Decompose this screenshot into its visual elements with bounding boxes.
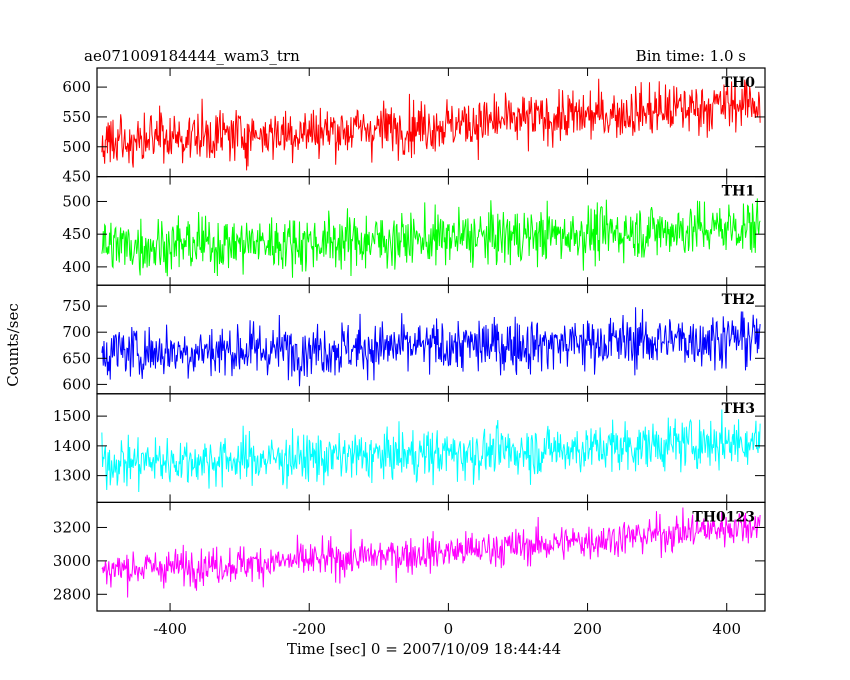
panel-label: TH3 xyxy=(722,401,755,417)
series-line-th3 xyxy=(101,409,761,493)
bin-time-label: Bin time: 1.0 s xyxy=(636,47,746,65)
y-tick-label: 500 xyxy=(62,192,91,210)
y-tick-label: 450 xyxy=(62,225,91,243)
panel-frame xyxy=(96,67,766,178)
y-tick-label: 1400 xyxy=(53,437,91,455)
panel-th2: 600 650 700 750 TH2 xyxy=(62,284,766,395)
y-axis-label: Counts/sec xyxy=(4,303,22,387)
x-tick-label: -400 xyxy=(153,620,187,638)
series-line-th0 xyxy=(101,77,761,171)
panel-label: TH0123 xyxy=(692,509,755,525)
x-tick-label: 400 xyxy=(712,620,741,638)
y-tick-label: 500 xyxy=(62,138,91,156)
y-tick-label: 600 xyxy=(62,78,91,96)
y-tick-label: 2800 xyxy=(53,585,91,603)
y-tick-label: 1500 xyxy=(53,407,91,425)
x-tick-label: 200 xyxy=(573,620,602,638)
y-tick-label: 3200 xyxy=(53,518,91,536)
y-tick-label: 550 xyxy=(62,108,91,126)
x-tick-label: 0 xyxy=(444,620,454,638)
panels-group: 450 500 550 600 TH0 400 450 500 TH1 600 650 700 750 T… xyxy=(53,67,766,612)
series-line-th0123 xyxy=(101,507,761,598)
series-line-th2 xyxy=(101,307,761,387)
panel-frame xyxy=(96,501,766,612)
y-tick-label: 700 xyxy=(62,323,91,341)
y-tick-label: 400 xyxy=(62,258,91,276)
panel-th3: 1300 1400 1500 TH3 xyxy=(53,393,766,503)
chart-title: ae071009184444_wam3_trn xyxy=(84,47,300,65)
y-tick-label: 600 xyxy=(62,375,91,393)
panel-label: TH0 xyxy=(722,75,756,91)
y-tick-label: 450 xyxy=(62,168,91,186)
panel-label: TH1 xyxy=(722,184,755,200)
y-tick-label: 3000 xyxy=(53,552,91,570)
series-line-th1 xyxy=(101,198,761,278)
x-axis-label: Time [sec] 0 = 2007/10/09 18:44:44 xyxy=(287,640,561,658)
x-tick-labels: -400 -200 0 200 400 xyxy=(153,620,741,638)
panel-th0: 450 500 550 600 TH0 xyxy=(62,67,766,186)
panel-label: TH2 xyxy=(722,292,755,308)
panel-th1: 400 450 500 TH1 xyxy=(62,176,766,286)
y-tick-label: 650 xyxy=(62,349,91,367)
y-tick-label: 1300 xyxy=(53,467,91,485)
x-tick-label: -200 xyxy=(292,620,326,638)
y-tick-label: 750 xyxy=(62,297,91,315)
panel-th0123: 2800 3000 3200 TH0123 xyxy=(53,501,766,612)
